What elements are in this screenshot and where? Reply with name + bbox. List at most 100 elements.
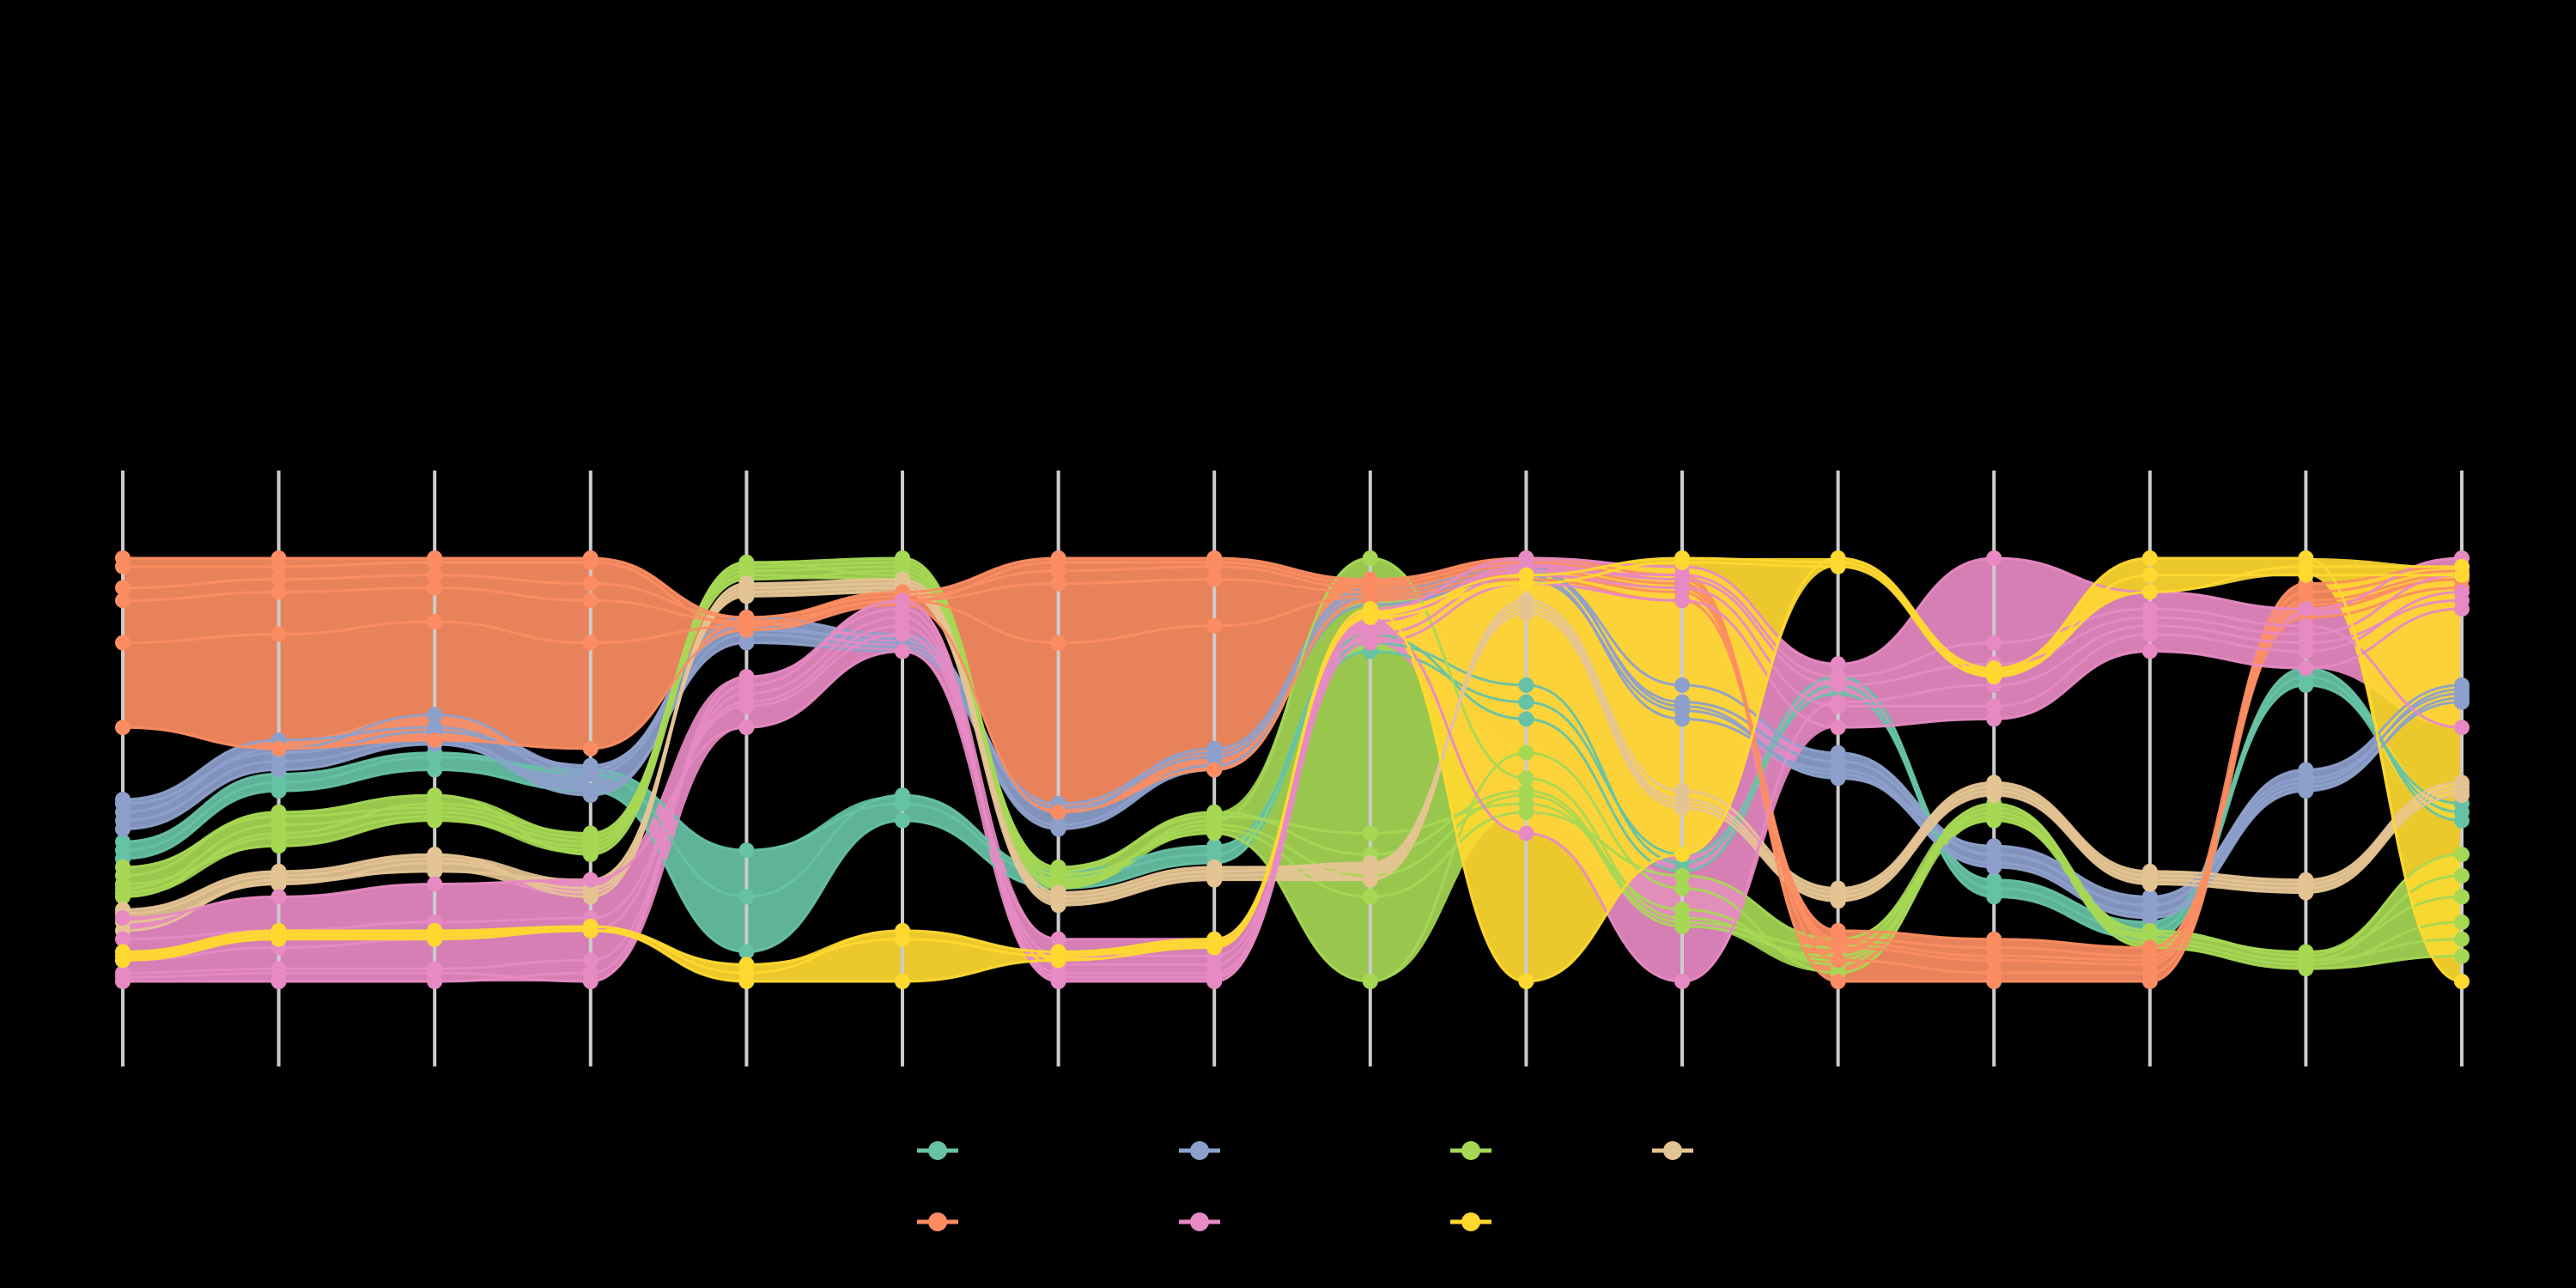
series-4-point-4-1 [270,740,287,756]
series-2-point-4-0 [115,859,131,875]
series-2-point-3-5 [895,554,910,570]
series-5-point-2-12 [1986,698,2002,714]
series-5-point-5-0 [115,969,131,986]
series-0-point-0-4 [738,944,755,960]
series-4-point-2-7 [1206,558,1223,574]
series-5-point-5-6 [1050,969,1066,986]
series-5-point-2-0 [115,931,131,947]
series-2-point-5-1 [270,829,287,846]
series-5-point-3-10 [1674,592,1690,609]
series-6-point-2-7 [1206,935,1223,951]
legend-swatch-marker-5 [1190,1212,1209,1231]
series-5-point-4-13 [2142,617,2158,634]
legend-swatch-marker-2 [1461,1141,1480,1160]
series-4-point-4-13 [2142,939,2158,956]
series-2-point-2-2 [427,787,443,804]
series-4-point-5-1 [270,626,287,642]
series-4-point-2-0 [115,580,131,596]
series-2-band [123,558,2462,981]
series-4-point-5-13 [2142,952,2158,969]
series-4-point-5-2 [427,613,443,629]
series-5-point-5-7 [1206,969,1223,986]
series-6-point-2-12 [1986,665,2002,681]
series-0-point-2-7 [1206,847,1223,863]
series-4-point-1-0 [115,558,131,574]
legend-swatch-marker-3 [1663,1141,1682,1160]
series-2-point-0-15 [2454,948,2470,964]
series-1-point-4-15 [2454,690,2470,706]
series-5-point-3-1 [270,889,287,905]
series-0-point-1-9 [1518,694,1534,710]
series-4-point-3-6 [1050,575,1066,592]
series-2-point-4-10 [1674,902,1690,918]
series-4-point-3-7 [1206,571,1223,587]
series-1-line-3 [122,569,2463,907]
series-4-point-5-3 [582,635,598,651]
series-1-band [123,566,2462,919]
series-1-point-4-1 [270,762,287,778]
series-5-point-3-0 [115,910,131,927]
series-3-point-3-11 [1830,893,1846,909]
point-layer [115,550,2470,989]
series-4-point-1-3 [582,554,598,570]
series-4-point-1-2 [427,554,443,570]
series-2-point-4-6 [1050,859,1066,875]
series-2-point-5-15 [2454,867,2470,884]
series-5-point-3-5 [895,643,910,659]
series-0-point-1-12 [1986,872,2002,888]
series-2-point-4-8 [1362,825,1378,841]
series-5-point-3-8 [1362,635,1378,651]
series-3-point-3-10 [1674,799,1690,816]
series-4-point-2-1 [270,571,287,587]
series-4-point-2-6 [1050,562,1066,579]
series-0-point-2-12 [1986,889,2002,905]
series-6-point-0-10 [1674,847,1690,863]
series-2-point-3-8 [1362,889,1378,905]
series-5-point-4-14 [2298,635,2314,651]
series-3-line-2 [122,586,2463,924]
series-6-point-2-10 [1674,550,1690,566]
series-2-point-5-0 [115,884,131,901]
series-6-point-2-14 [2298,558,2314,574]
series-2-point-1-15 [2454,931,2470,947]
series-3-line-3 [122,578,2463,915]
series-5-point-5-3 [582,974,598,989]
series-6-point-2-11 [1830,554,1846,570]
legend-swatch-marker-0 [928,1141,947,1160]
series-3-point-3-8 [1362,859,1378,875]
series-5-point-0-14 [2298,601,2314,617]
series-6-point-2-2 [427,927,443,943]
series-5-point-4-7 [1206,957,1223,973]
series-5-point-4-9 [1518,825,1534,841]
series-3-point-3-4 [738,575,755,592]
series-5-point-3-14 [2298,660,2314,677]
series-4-point-5-4 [738,617,755,634]
series-4-point-5-7 [1206,617,1223,634]
series-0-point-2-1 [270,775,287,791]
series-1-point-4-11 [1830,766,1846,782]
series-4-point-3-2 [427,580,443,596]
series-4-point-5-11 [1830,935,1846,951]
series-0-point-0-5 [895,812,910,829]
series-5-point-3-12 [1986,711,2002,727]
series-6-point-2-0 [115,948,131,964]
series-6-point-1-13 [2142,567,2158,583]
series-6-point-2-5 [895,931,910,947]
series-3-point-3-6 [1050,884,1066,901]
series-0-point-2-4 [738,842,755,859]
series-4-point-4-7 [1206,762,1223,778]
series-2-point-5-14 [2298,952,2314,969]
series-2-point-4-15 [2454,889,2470,905]
series-5-point-0-11 [1830,656,1846,672]
series-5-point-5-11 [1830,669,1846,685]
legend-swatch-marker-4 [928,1212,947,1231]
series-6-point-2-1 [270,927,287,943]
series-5-point-1-3 [582,952,598,969]
series-5-point-3-13 [2142,643,2158,659]
series-1-point-3-12 [1986,847,2002,863]
series-5-band [123,558,2462,981]
series-5-point-5-1 [270,965,287,981]
series-2-point-5-10 [1674,918,1690,934]
series-5-point-4-10 [1674,974,1690,989]
